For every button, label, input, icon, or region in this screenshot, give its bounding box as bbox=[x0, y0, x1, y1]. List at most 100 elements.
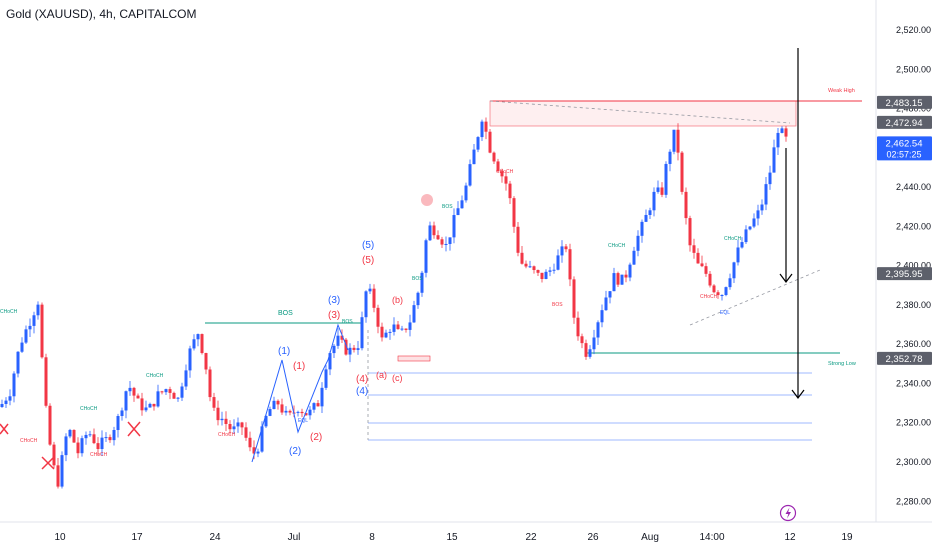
candle-body bbox=[64, 436, 68, 456]
candle-body bbox=[432, 225, 436, 236]
strong-low-label: Strong Low bbox=[828, 361, 856, 367]
candle-body bbox=[328, 353, 332, 370]
candle-body bbox=[192, 339, 196, 349]
candle-body bbox=[732, 262, 736, 279]
candle-body bbox=[52, 444, 56, 466]
countdown-text: 02:57:25 bbox=[886, 149, 921, 159]
bos-label-small-2: BOS bbox=[412, 276, 423, 282]
candle-body bbox=[752, 218, 756, 227]
x-tick-label: 12 bbox=[784, 532, 796, 543]
bos-label: BOS bbox=[278, 310, 293, 317]
price-label-box bbox=[877, 115, 932, 129]
candle-body bbox=[492, 152, 496, 162]
wave-b-red: (b) bbox=[392, 295, 403, 305]
candle-body bbox=[704, 266, 708, 274]
choch-label-4: CHoCH bbox=[20, 438, 38, 444]
y-tick-label: 2,300.00 bbox=[896, 457, 931, 467]
candles bbox=[0, 117, 788, 489]
wave-3-blue: (3) bbox=[328, 295, 340, 306]
candle-body bbox=[552, 269, 556, 271]
candle-body bbox=[436, 235, 440, 240]
candle-body bbox=[656, 187, 660, 192]
candle-body bbox=[204, 353, 208, 370]
price-label-box bbox=[877, 267, 932, 281]
wave-a-red: (a) bbox=[376, 370, 387, 380]
candle-body bbox=[620, 274, 624, 285]
candle-body bbox=[248, 437, 252, 448]
candle-body bbox=[776, 132, 780, 148]
candle-body bbox=[216, 407, 220, 421]
candle-body bbox=[276, 400, 280, 405]
price-label-text: 2,462.54 bbox=[886, 138, 923, 149]
candle-body bbox=[644, 214, 648, 222]
candle-body bbox=[664, 163, 668, 195]
candle-body bbox=[448, 237, 452, 244]
candle-body bbox=[388, 331, 392, 333]
candle-body bbox=[408, 322, 412, 330]
candle-body bbox=[416, 292, 420, 306]
candle-body bbox=[504, 176, 508, 184]
candle-body bbox=[708, 273, 712, 286]
choch-label-2: CHoCH bbox=[146, 373, 164, 379]
lightning-icon[interactable] bbox=[779, 504, 797, 522]
candle-body bbox=[80, 438, 84, 454]
dashed-trend-upper bbox=[489, 100, 791, 124]
candle-body bbox=[380, 326, 384, 338]
candle-body bbox=[320, 387, 324, 407]
candle-body bbox=[452, 215, 456, 238]
wave-4-red: (4) bbox=[356, 374, 368, 385]
candle-body bbox=[420, 272, 424, 293]
candle-body bbox=[296, 411, 300, 413]
candle-body bbox=[768, 172, 772, 185]
candle-body bbox=[96, 443, 100, 449]
candle-body bbox=[284, 410, 288, 413]
candle-body bbox=[184, 370, 188, 387]
candle-body bbox=[660, 187, 664, 195]
candle-body bbox=[400, 328, 404, 330]
candle-body bbox=[628, 264, 632, 278]
candle-body bbox=[580, 336, 584, 344]
candle-body bbox=[176, 397, 180, 399]
candle-body bbox=[304, 413, 308, 416]
y-tick-label: 2,380.00 bbox=[896, 300, 931, 310]
bos-label-small-1: BOS bbox=[342, 319, 353, 325]
arrow-small-down bbox=[779, 148, 793, 283]
candle-body bbox=[488, 131, 492, 153]
x-tick-label: 19 bbox=[841, 532, 853, 543]
choch-label-9: CHoCH bbox=[496, 169, 514, 175]
wave-4-blue: (4) bbox=[356, 386, 368, 397]
candle-body bbox=[132, 387, 136, 396]
candle-body bbox=[288, 410, 292, 413]
y-tick-label: 2,320.00 bbox=[896, 418, 931, 428]
candle-body bbox=[524, 263, 528, 267]
candle-body bbox=[568, 249, 572, 280]
candle-body bbox=[16, 351, 20, 374]
candle-body bbox=[344, 339, 348, 355]
wave-5-red: (5) bbox=[362, 255, 374, 266]
candle-body bbox=[336, 335, 340, 346]
candle-body bbox=[384, 332, 388, 338]
candle-body bbox=[20, 342, 24, 352]
candle-body bbox=[472, 149, 476, 165]
candle-body bbox=[156, 391, 160, 407]
candle-body bbox=[576, 317, 580, 337]
fib-levels bbox=[368, 372, 812, 441]
candle-body bbox=[60, 455, 64, 487]
eql-label-1: EQL bbox=[298, 418, 308, 424]
candle-body bbox=[464, 185, 468, 201]
candle-body bbox=[240, 422, 244, 428]
candle-body bbox=[272, 400, 276, 410]
candle-body bbox=[680, 152, 684, 192]
candle-body bbox=[180, 386, 184, 398]
candle-body bbox=[588, 349, 592, 357]
candle-body bbox=[632, 250, 636, 265]
choch-label-8: CHoCH bbox=[724, 236, 742, 242]
candle-body bbox=[300, 411, 304, 414]
x-tick-label: 17 bbox=[131, 532, 143, 543]
candle-body bbox=[12, 373, 16, 397]
bos-label-small-3: BOS bbox=[442, 204, 453, 210]
candle-body bbox=[56, 465, 60, 487]
weak-high-zone bbox=[489, 100, 797, 127]
candle-body bbox=[636, 235, 640, 251]
